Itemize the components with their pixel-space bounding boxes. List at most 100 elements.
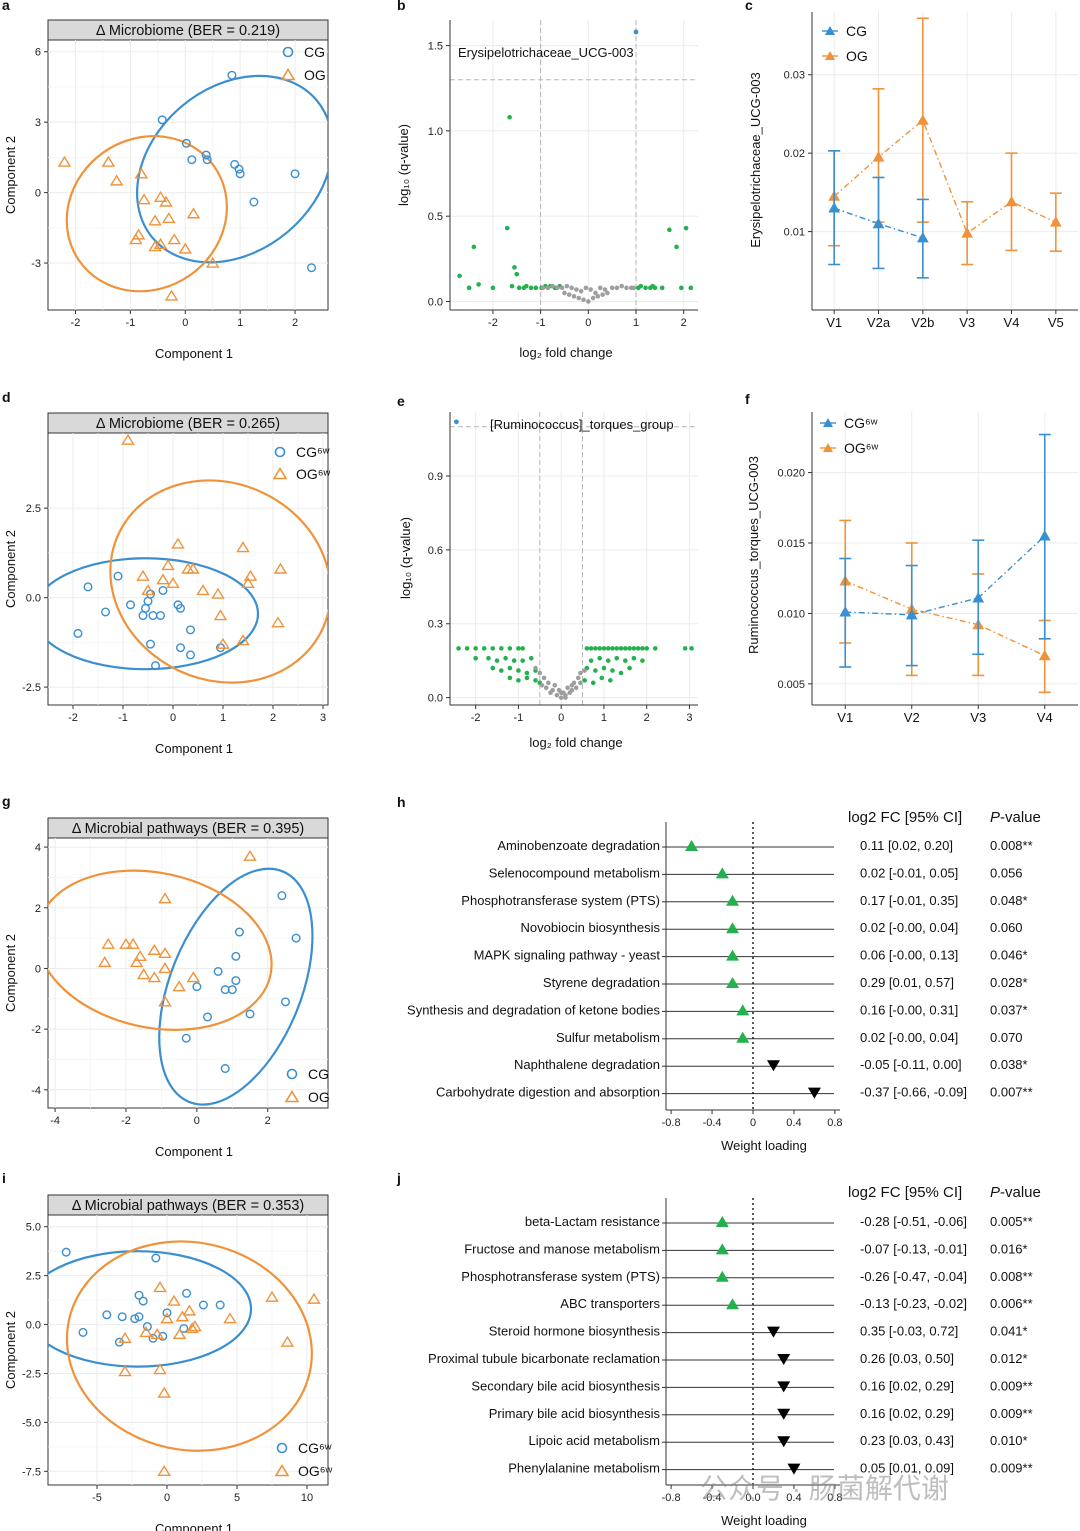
row-p-value: 0.006** — [990, 1296, 1033, 1311]
volcano-point-significant — [490, 665, 496, 671]
volcano-point-significant — [597, 646, 602, 651]
volcano-point-significant — [682, 646, 688, 651]
x-tick-label: -2 — [471, 712, 481, 724]
mean-marker-cg6w — [905, 608, 918, 620]
data-point-og6w — [185, 1322, 199, 1334]
column-header-p-rest: -value — [1000, 809, 1041, 826]
row-fc-ci: -0.28 [-0.51, -0.06] — [860, 1214, 967, 1229]
loading-marker-up — [726, 922, 740, 934]
row-fc-ci: 0.26 [0.03, 0.50] — [860, 1351, 954, 1366]
data-point-og — [147, 971, 162, 983]
y-tick-label: 0.02 — [784, 148, 805, 160]
data-point-og — [164, 289, 179, 301]
data-point-og6w — [265, 1290, 279, 1302]
legend-glyph — [280, 67, 296, 81]
x-tick-label: 5 — [234, 1492, 240, 1504]
data-point-cg6w — [215, 1300, 225, 1310]
data-point-og — [148, 240, 162, 252]
mean-marker-cg — [916, 231, 929, 243]
mean-marker-og — [1005, 195, 1018, 207]
volcano-point-significant — [507, 675, 513, 681]
x-tick-label: V2a — [867, 315, 891, 330]
volcano-point-not-significant — [562, 290, 567, 296]
volcano-point-significant — [640, 658, 645, 663]
data-point-og — [119, 937, 133, 949]
volcano-point-significant — [667, 227, 672, 233]
data-point-cg6w — [182, 1288, 192, 1298]
volcano-point-not-significant — [543, 685, 549, 691]
column-header-fc: log2 FC [95% CI] — [848, 809, 962, 826]
data-point-cg6w — [185, 650, 195, 660]
x-axis-label: log₂ fold change — [529, 735, 622, 750]
row-label: Secondary bile acid biosynthesis — [471, 1378, 660, 1393]
row-p-value: 0.048* — [990, 893, 1028, 908]
volcano-point-significant — [486, 655, 491, 661]
legend-label: OG⁶ʷ — [844, 440, 879, 456]
mean-marker-cg — [872, 217, 885, 229]
volcano-point-significant — [507, 114, 512, 120]
y-tick-label: 4 — [35, 842, 41, 854]
column-header-p-italic: P — [990, 1184, 1000, 1201]
data-point-og — [158, 946, 172, 958]
x-tick-label: 0 — [585, 317, 591, 329]
row-label: Fructose and manose metabolism — [464, 1241, 660, 1256]
volcano-point-significant — [504, 225, 510, 231]
volcano-point-highlight — [633, 29, 639, 35]
volcano-point-significant — [608, 678, 613, 683]
mean-marker-og6w — [1038, 649, 1051, 661]
confidence-ellipse-og — [65, 135, 228, 293]
data-point-cg6w — [125, 600, 135, 610]
panel-letter: b — [397, 0, 406, 13]
row-fc-ci: 0.35 [-0.03, 0.72] — [860, 1324, 958, 1339]
x-tick-label: 10 — [301, 1492, 313, 1504]
volcano-point-significant — [635, 646, 641, 651]
series-line-cg6w — [845, 535, 1046, 616]
row-label: ABC transporters — [560, 1296, 660, 1311]
row-p-value: 0.008** — [990, 1269, 1033, 1284]
volcano-point-not-significant — [566, 292, 572, 297]
row-p-value: 0.005** — [990, 1214, 1033, 1229]
volcano-point-significant — [499, 668, 504, 673]
y-tick-label: 0.0 — [26, 593, 41, 605]
plot-frame — [47, 39, 329, 311]
x-tick-label: V2b — [911, 315, 934, 330]
volcano-point-significant — [593, 668, 598, 673]
y-tick-label: -4 — [31, 1085, 41, 1097]
y-tick-label: 2 — [35, 903, 41, 915]
y-tick-label: 0.5 — [428, 211, 443, 223]
x-tick-label: 2 — [265, 1115, 271, 1127]
row-p-value: 0.037* — [990, 1002, 1028, 1017]
data-point-cg — [231, 951, 241, 961]
data-point-cg6w — [150, 661, 160, 671]
panel-c-time-course: c V1 V2a V2b V3 V4 V5 0.01 0.02 0.03 Erysipelotric… — [745, 0, 1078, 330]
data-point-cg — [202, 1012, 212, 1022]
volcano-point-not-significant — [631, 285, 636, 291]
x-tick-label: 0 — [164, 1492, 170, 1504]
row-fc-ci: -0.07 [-0.13, -0.01] — [860, 1241, 967, 1256]
x-tick-label: -2 — [71, 317, 81, 329]
panel-f-time-course: f V1 V2 V3 V4 0.005 0.010 0.015 0.020 Ruminococcu… — [745, 391, 1078, 725]
row-p-value: 0.041* — [990, 1324, 1028, 1339]
data-point-cg6w — [145, 639, 155, 649]
legend-glyph — [272, 466, 288, 480]
chart-title: Δ Microbiome (BER = 0.219) — [96, 23, 280, 39]
volcano-point-significant — [520, 658, 525, 663]
volcano-point-significant — [614, 655, 620, 661]
volcano-point-not-significant — [614, 285, 620, 291]
volcano-point-significant — [593, 646, 598, 651]
x-tick-label: 0 — [170, 712, 176, 724]
data-point-og6w — [243, 569, 258, 581]
y-tick-label: -7.5 — [22, 1466, 41, 1478]
volcano-point-significant — [490, 646, 496, 651]
volcano-point-not-significant — [578, 288, 584, 294]
row-fc-ci: -0.05 [-0.11, 0.00] — [860, 1057, 962, 1072]
plot-background — [812, 412, 1078, 705]
volcano-point-not-significant — [541, 675, 547, 681]
y-tick-label: 1.0 — [428, 126, 443, 138]
data-point-og6w — [161, 559, 175, 571]
data-point-og — [129, 956, 144, 968]
row-fc-ci: 0.16 [-0.00, 0.31] — [860, 1002, 958, 1017]
confidence-ellipse-og6w — [65, 1240, 313, 1452]
data-point-cg6w — [134, 1290, 144, 1300]
confidence-ellipse-cg6w — [48, 557, 260, 671]
